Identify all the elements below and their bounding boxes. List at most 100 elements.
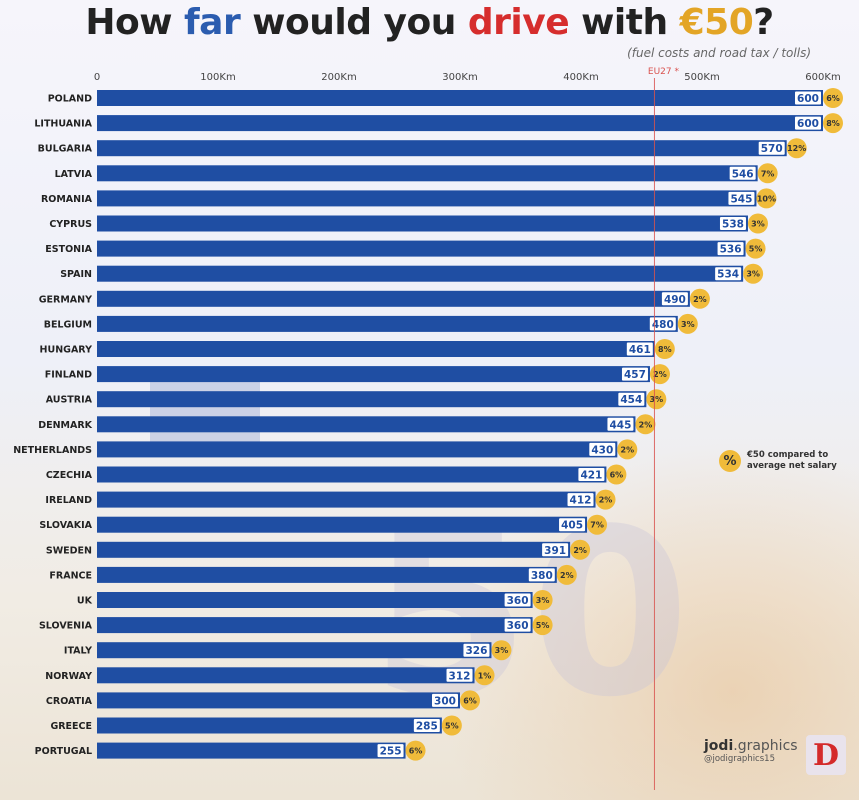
background-eu-flag [150,375,260,450]
salary-share-badge [786,138,807,159]
bar [97,265,744,282]
value-label: 600 [797,118,819,130]
value-label-box [504,618,531,632]
value-label: 421 [580,470,602,482]
x-tick-label: 200Km [321,72,356,83]
salary-share-label: 7% [761,169,775,178]
bar [97,290,690,307]
category-label: DENMARK [38,420,92,431]
value-label-box [715,267,742,281]
background-banknote: 50 [370,481,691,748]
category-label: SLOVAKIA [39,520,92,531]
brand-handle: @jodigraphics15 [704,754,775,764]
value-label-box [649,317,676,331]
x-tick-label: 100Km [200,72,235,83]
value-label-box [621,367,648,381]
value-label: 480 [652,319,674,331]
bar [97,240,746,257]
value-label-box [559,518,586,532]
salary-share-badge [654,339,675,359]
value-label: 326 [465,645,487,657]
salary-share-badge [491,640,512,661]
title-question-mark: ? [753,2,774,43]
salary-share-badge [677,313,698,334]
salary-share-label: 1% [478,671,492,680]
bar [97,215,748,232]
salary-share-label: 8% [826,119,840,128]
category-label: SLOVENIA [39,621,93,632]
value-label-box [607,417,634,431]
category-label: ITALY [64,646,92,657]
salary-share-label: 6% [610,471,624,480]
salary-share-badge [689,288,710,309]
salary-share-badge [587,514,608,535]
title-amount: €50 [679,2,754,43]
value-label: 545 [730,193,752,205]
x-tick-label: 0 [94,72,100,83]
salary-share-label: 3% [495,646,509,655]
value-label-box [728,191,755,205]
brand-name-main: jodi [704,738,734,754]
value-label: 546 [732,168,754,180]
chart-title: How far would you drive with €50? [0,2,859,43]
salary-share-label: 5% [536,621,550,630]
salary-share-badge [441,715,462,736]
value-label-box [413,719,440,732]
category-label: SPAIN [60,269,92,280]
value-label-box [463,643,490,657]
value-label: 457 [624,369,646,381]
salary-share-badge [756,188,777,209]
value-label-box [542,543,569,557]
salary-share-badge [823,88,843,108]
salary-share-badge [757,163,778,184]
value-label: 412 [570,495,592,507]
salary-share-label: 2% [573,546,587,555]
bar [97,90,823,106]
value-label: 430 [591,444,613,456]
bar [97,566,557,583]
x-tick-label: 300Km [442,72,477,83]
value-label: 360 [507,620,529,632]
salary-share-label: 3% [681,320,695,329]
value-label-box [432,693,458,707]
salary-share-label: 3% [536,596,550,605]
salary-share-badge [606,464,627,485]
value-label: 445 [609,419,631,431]
title-far: far [183,2,241,43]
category-label: IRELAND [45,495,92,506]
salary-share-badge [405,740,426,761]
title-part: with [569,2,680,43]
salary-share-badge [823,113,843,134]
brand-logo: D [806,735,846,775]
value-label-box [717,242,744,256]
salary-share-badge [617,439,638,460]
value-label: 380 [531,570,553,582]
bar [97,441,618,458]
bar [97,667,475,684]
title-part: How [85,2,184,43]
legend-percent-badge: % [719,450,741,472]
x-tick-label: 600Km [805,72,840,83]
value-label: 534 [717,269,739,281]
value-label: 300 [434,695,456,707]
brand-name-suffix: .graphics [733,738,798,754]
category-label: ESTONIA [45,244,92,255]
salary-share-badge [474,665,495,686]
category-label: CZECHIA [46,470,93,481]
category-label: BULGARIA [38,144,93,155]
value-label: 536 [720,244,742,256]
salary-share-badge [743,263,764,284]
salary-share-label: 6% [826,94,840,103]
bar [97,416,636,433]
salary-share-label: 10% [757,194,776,203]
salary-share-badge [649,364,670,385]
x-tick-label: 500Km [684,72,719,83]
value-label-box [618,392,645,406]
salary-share-label: 2% [621,445,635,454]
value-label: 461 [629,344,651,356]
category-label: FRANCE [49,570,92,581]
category-label: AUSTRIA [46,395,93,406]
salary-share-badge [646,389,667,410]
category-label: LATVIA [55,169,93,180]
